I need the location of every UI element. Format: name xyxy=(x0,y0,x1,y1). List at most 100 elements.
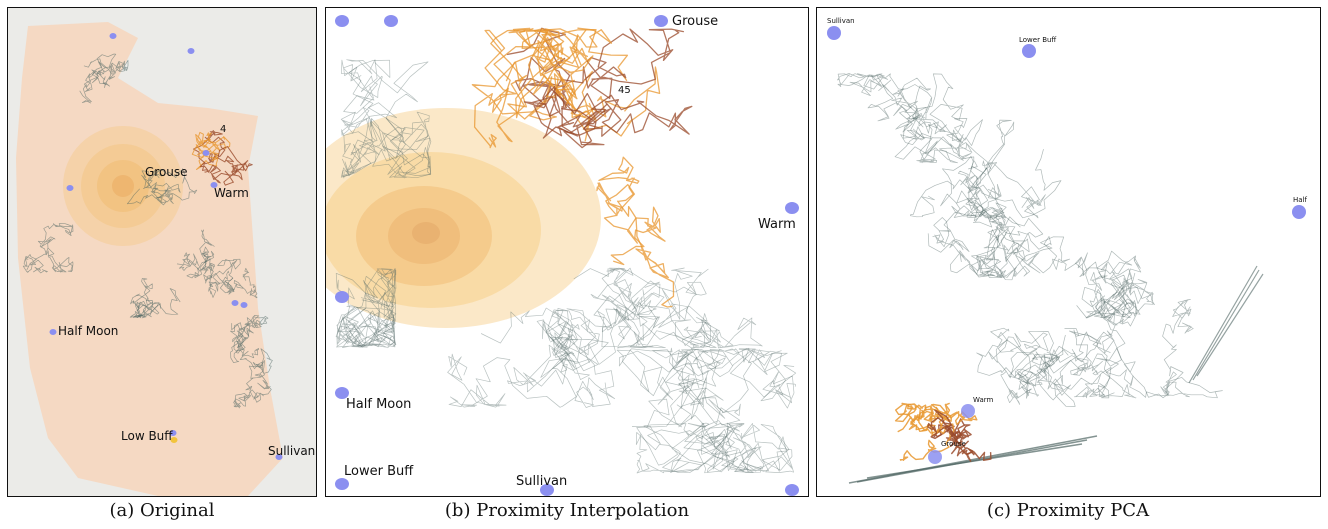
trajectory-path xyxy=(1081,263,1128,319)
gray-trajectories xyxy=(22,53,273,409)
trajectory-path xyxy=(1096,250,1148,304)
landmark-dot xyxy=(785,484,799,496)
trajectory-path xyxy=(338,294,396,349)
trajectory-path xyxy=(596,182,638,244)
trajectory-path xyxy=(837,73,920,133)
gray-trajectories xyxy=(335,59,797,474)
landmark-dot xyxy=(202,150,210,156)
label-grouse: Grouse xyxy=(145,165,188,179)
trajectory-path xyxy=(616,347,741,420)
trajectory-path xyxy=(598,156,640,219)
landmark-dot xyxy=(654,15,668,27)
trajectory-path xyxy=(701,423,790,473)
trajectory-path xyxy=(39,244,74,273)
trajectory-path xyxy=(1096,347,1223,399)
landmark-dot xyxy=(275,454,283,460)
trajectory-path xyxy=(932,217,1001,278)
trajectory-path xyxy=(982,119,1046,219)
landmark-dot xyxy=(785,202,799,214)
trajectory-path xyxy=(910,165,989,218)
trajectory-path xyxy=(244,315,269,339)
trajectory-path xyxy=(129,277,161,319)
trajectory-path xyxy=(340,59,432,176)
trajectory-path xyxy=(141,169,181,199)
trajectory-path xyxy=(505,28,594,98)
label-low-buff: Low Buff xyxy=(121,429,173,443)
trajectory-path xyxy=(79,70,110,104)
trajectory-path xyxy=(930,424,975,462)
trajectory-path xyxy=(83,53,117,85)
trajectory-path xyxy=(199,146,249,184)
trajectory-path xyxy=(1043,328,1102,376)
trajectory-path xyxy=(233,377,259,409)
trajectory-path xyxy=(1017,349,1076,407)
label-lower-buff: Lower Buff xyxy=(344,464,414,479)
label-sullivan: Sullivan xyxy=(268,444,316,458)
landmark-dot xyxy=(928,450,942,464)
trajectory-path xyxy=(480,307,590,380)
heat-rings xyxy=(63,126,183,246)
trajectory-path xyxy=(849,73,933,120)
trajectory-path xyxy=(601,267,696,348)
landmark-dot xyxy=(169,430,177,436)
landmarks xyxy=(335,15,799,496)
trajectory-path xyxy=(997,332,1051,397)
trajectory-path xyxy=(940,155,1005,218)
trajectory-path xyxy=(147,168,198,201)
trajectory-path xyxy=(715,423,794,473)
landmark-dot xyxy=(170,437,178,443)
trajectory-path xyxy=(515,28,629,119)
trajectory-path xyxy=(671,422,749,474)
landmark-dot xyxy=(827,26,841,40)
trajectory-path xyxy=(930,403,978,435)
trajectory-path xyxy=(523,85,612,146)
trajectory-path xyxy=(1096,267,1155,318)
panel-proximity-interpolation: Grouse Warm Half Moon Lower Buff Sulliva… xyxy=(325,7,809,497)
landmarks xyxy=(49,33,283,460)
trajectory-path xyxy=(22,247,49,274)
landmark-dot xyxy=(335,478,349,490)
original-map-canvas xyxy=(8,8,316,496)
trajectory-path xyxy=(976,327,1048,396)
landmark-dot xyxy=(1022,44,1036,58)
trajectory-path xyxy=(239,348,273,379)
trajectory-path xyxy=(335,275,396,348)
label-warm: Warm xyxy=(214,186,249,200)
trajectory-path xyxy=(208,270,235,295)
label-warm: Warm xyxy=(973,396,994,404)
trajectory-path xyxy=(1071,298,1138,363)
trajectory-path xyxy=(357,267,397,348)
landmark-dot xyxy=(187,48,195,54)
trajectory-path xyxy=(341,117,406,179)
panel-original-map: Grouse Warm Half Moon Low Buff Sullivan … xyxy=(7,7,317,497)
label-grouse: Grouse xyxy=(672,14,719,29)
landmark-dot xyxy=(240,302,248,308)
label-sullivan: Sullivan xyxy=(827,17,855,25)
heat-contours xyxy=(326,108,601,328)
trajectory-path xyxy=(336,286,396,348)
trajectory-path xyxy=(610,206,666,266)
gray-trajectories xyxy=(837,73,1223,407)
orange-trajectories xyxy=(191,130,253,186)
trajectory-path xyxy=(997,331,1066,405)
orange-trajectories xyxy=(471,27,693,308)
trajectory-path xyxy=(176,250,215,271)
trajectory-path xyxy=(927,417,972,450)
label-half-moon: Half Moon xyxy=(58,324,119,338)
trajectory-path xyxy=(484,27,596,119)
trajectory-path xyxy=(195,136,231,162)
label-half: Half xyxy=(1293,196,1307,204)
trajectory-path xyxy=(200,254,215,284)
landmark-dot xyxy=(335,291,349,303)
label-sullivan: Sullivan xyxy=(516,474,568,489)
trajectory-path xyxy=(895,402,938,434)
trajectory-path xyxy=(224,267,258,299)
caption-original: (a) Original xyxy=(109,500,215,521)
trajectory-path xyxy=(372,111,432,179)
trajectory-path xyxy=(126,188,174,206)
caption-proximity-pca: (c) Proximity PCA xyxy=(986,500,1150,521)
trajectory-path xyxy=(894,73,964,160)
trajectory-path xyxy=(130,293,154,318)
trajectory-path xyxy=(635,426,730,474)
trajectory-path xyxy=(542,308,616,408)
